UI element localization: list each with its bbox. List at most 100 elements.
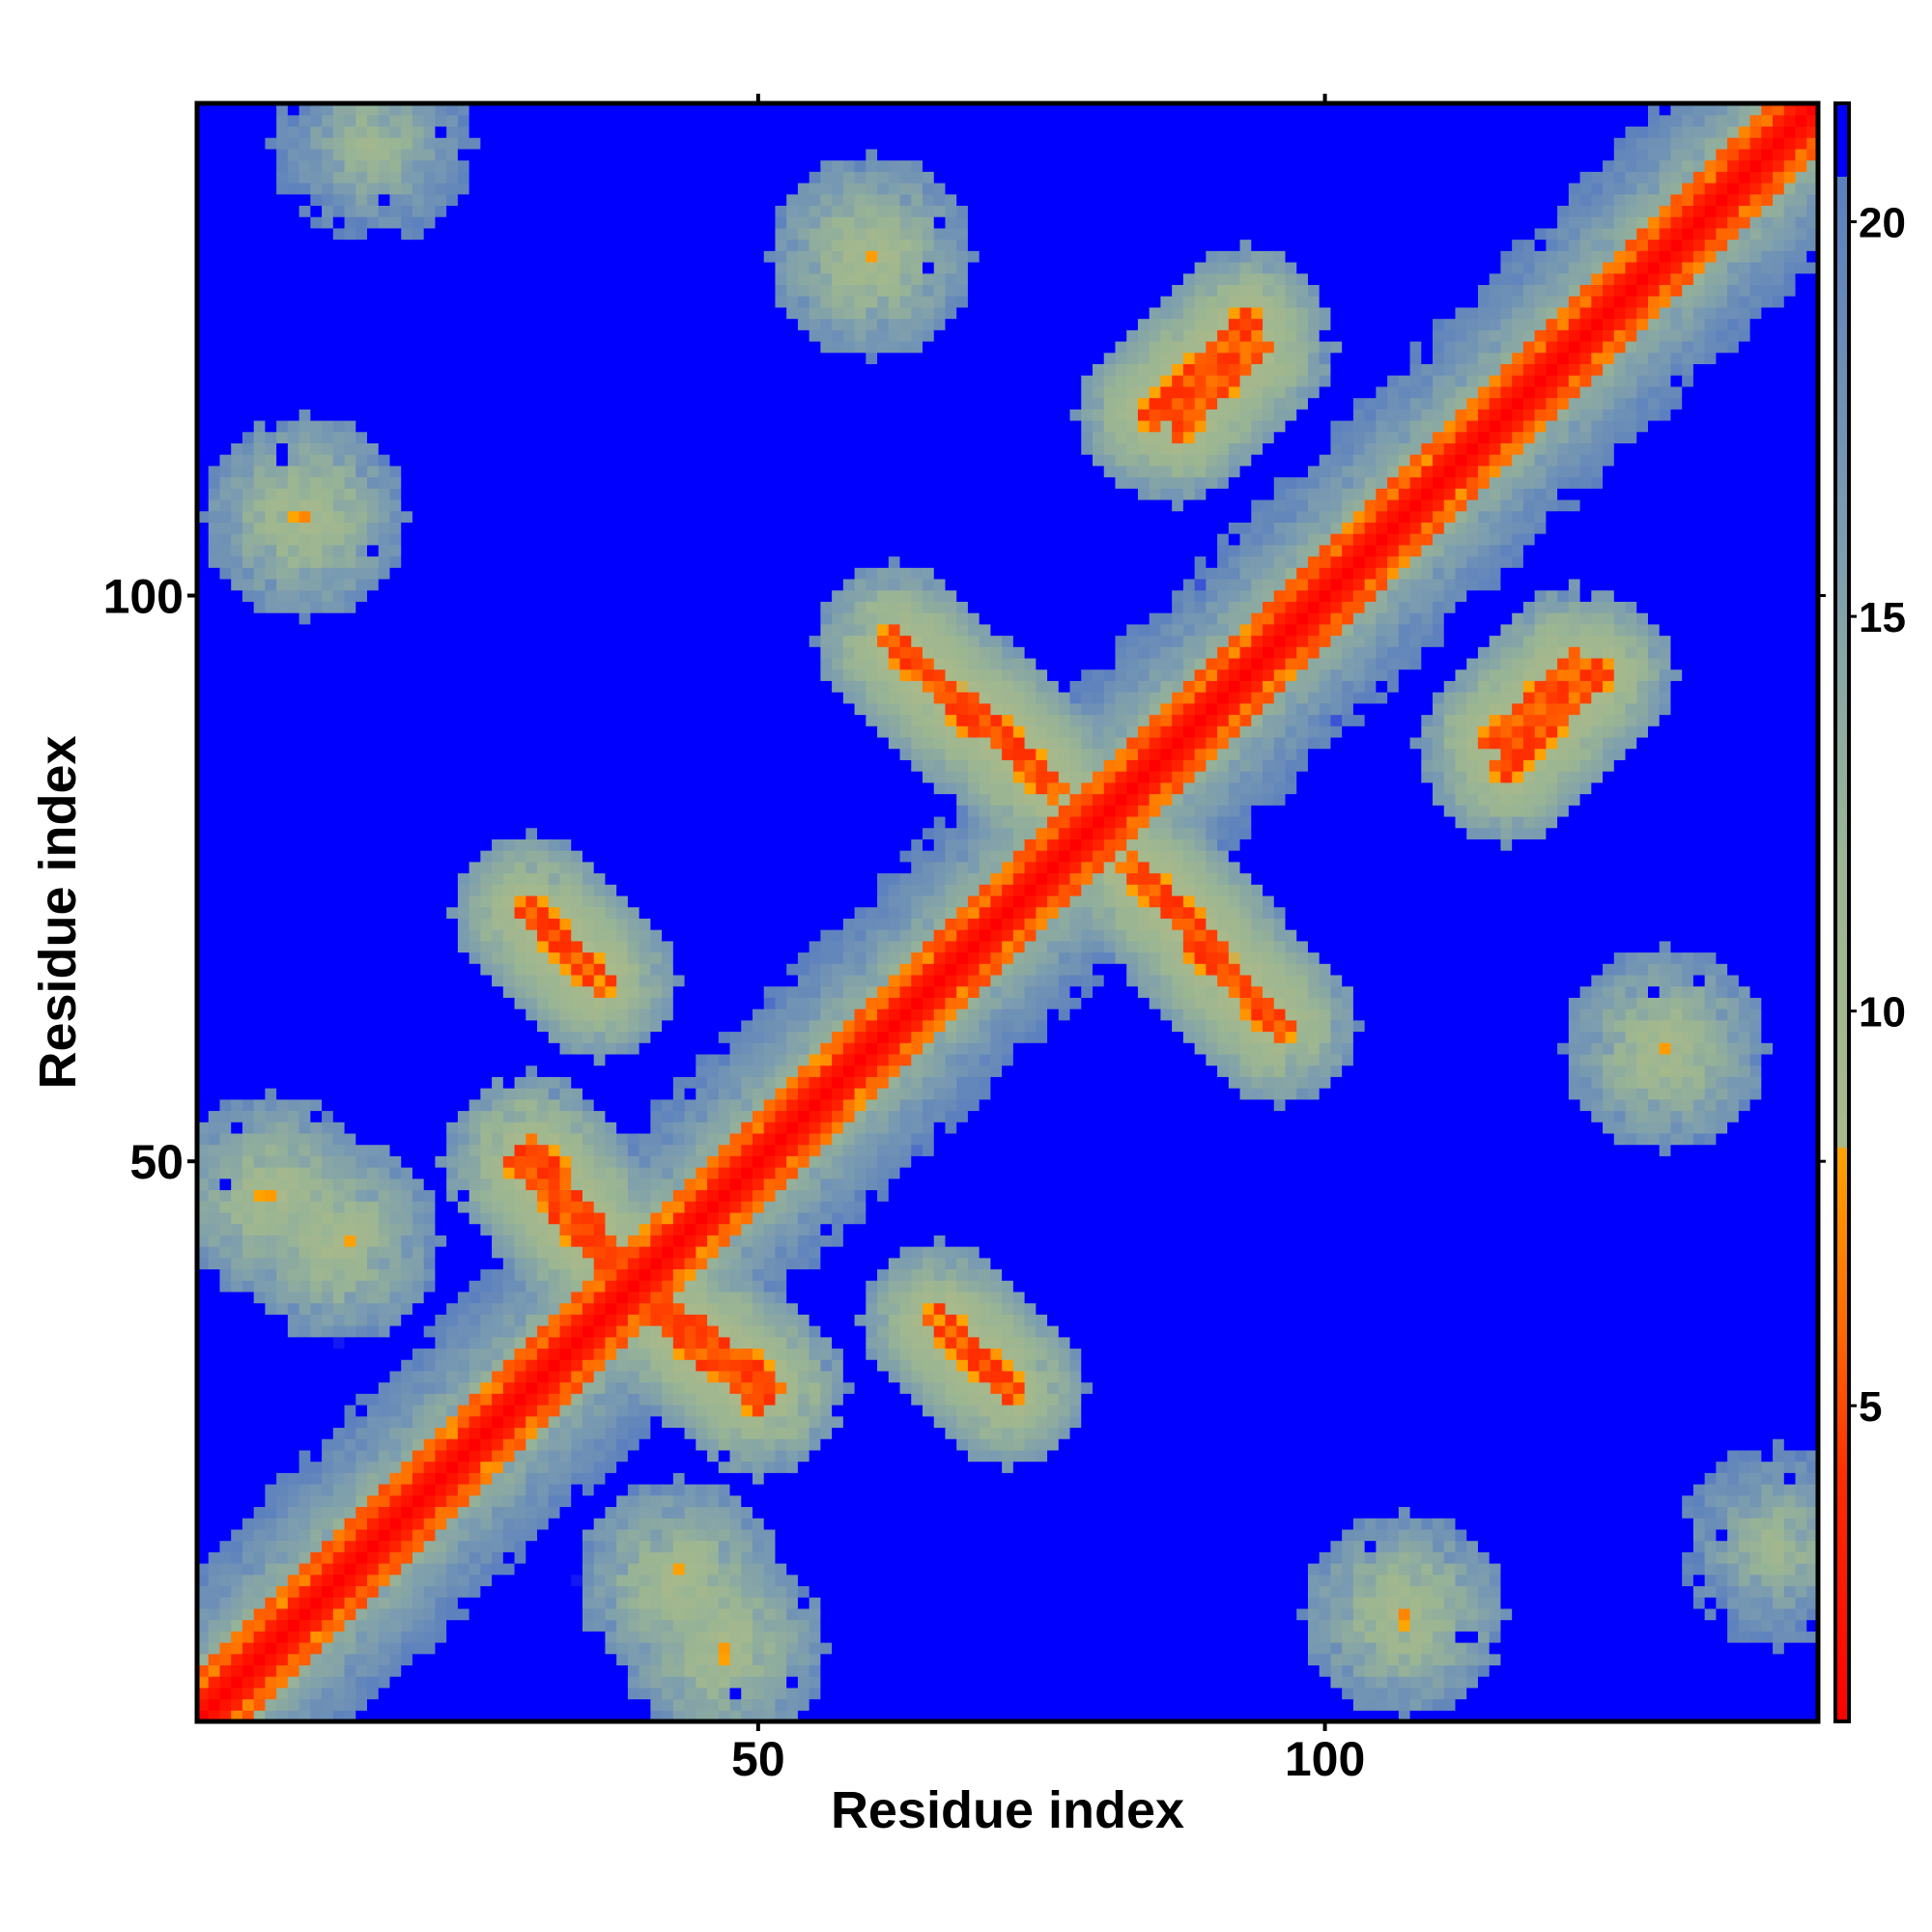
heatmap-cell [537,250,549,262]
heatmap-cell [254,1541,266,1552]
heatmap-cell [355,1620,367,1632]
heatmap-cell [209,1393,220,1405]
heatmap-cell [310,1235,322,1246]
heatmap-cell [560,601,572,612]
heatmap-cell [582,579,594,590]
heatmap-cell [288,636,299,647]
heatmap-cell [345,205,356,216]
heatmap-cell [503,511,515,523]
heatmap-cell [209,556,220,568]
heatmap-cell [209,1597,220,1608]
heatmap-cell [549,703,560,715]
heatmap-cell [480,669,492,681]
heatmap-cell [254,1258,266,1269]
heatmap-cell [276,1088,288,1099]
heatmap-cell [560,386,572,398]
heatmap-cell [582,1076,594,1088]
heatmap-cell [549,850,560,862]
heatmap-cell [288,749,299,760]
heatmap-cell [379,420,390,432]
heatmap-cell [254,442,266,454]
heatmap-cell [219,409,231,420]
heatmap-cell [333,1076,345,1088]
heatmap-cell [265,1076,276,1088]
heatmap-cell [549,1065,560,1077]
heatmap-cell [582,1122,594,1133]
heatmap-cell [480,1009,492,1020]
heatmap-cell [526,1179,537,1190]
heatmap-cell [389,1438,401,1450]
heatmap-cell [412,273,424,285]
heatmap-cell [560,488,572,499]
heatmap-cell [458,1110,469,1122]
heatmap-cell [549,1642,560,1654]
heatmap-cell [503,1031,515,1042]
heatmap-cell [424,658,436,669]
heatmap-cell [571,1620,582,1632]
heatmap-cell [254,1450,266,1462]
heatmap-cell [526,794,537,806]
heatmap-cell [560,1201,572,1212]
heatmap-cell [265,1359,276,1371]
heatmap-cell [515,782,526,794]
heatmap-cell [446,1405,458,1416]
heatmap-cell [345,601,356,612]
heatmap-cell [412,499,424,511]
heatmap-cell [209,1167,220,1179]
heatmap-cell [549,1654,560,1665]
heatmap-cell [231,1099,242,1111]
heatmap-cell [333,1484,345,1495]
heatmap-cell [480,624,492,636]
heatmap-cell [333,522,345,533]
heatmap-cell [537,1348,549,1359]
heatmap-cell [265,499,276,511]
heatmap-cell [480,1348,492,1359]
heatmap-cell [389,1541,401,1552]
heatmap-cell [480,646,492,658]
heatmap-cell [209,250,220,262]
heatmap-cell [299,838,311,850]
heatmap-cell [231,567,242,579]
heatmap-cell [310,986,322,998]
heatmap-cell [515,545,526,556]
heatmap-cell [322,1031,333,1042]
heatmap-cell [379,794,390,806]
heatmap-cell [310,1608,322,1620]
heatmap-cell [401,442,412,454]
heatmap-cell [571,975,582,986]
heatmap-cell [389,1416,401,1428]
heatmap-cell [537,1042,549,1054]
heatmap-cell [424,1620,436,1632]
heatmap-cell [265,1122,276,1133]
heatmap-cell [458,1506,469,1518]
heatmap-cell [219,1065,231,1077]
heatmap-cell [503,1009,515,1020]
heatmap-cell [401,1020,412,1032]
heatmap-cell [333,1462,345,1473]
heatmap-cell [435,466,446,477]
heatmap-cell [288,1258,299,1269]
heatmap-cell [526,1551,537,1563]
heatmap-cell [209,1699,220,1711]
heatmap-cell [469,262,481,273]
heatmap-cell [424,273,436,285]
heatmap-cell [333,488,345,499]
heatmap-cell [367,556,379,568]
heatmap-cell [355,1167,367,1179]
heatmap-cell [412,1699,424,1711]
heatmap-cell [503,1529,515,1541]
heatmap-cell [345,850,356,862]
heatmap-cell [288,454,299,466]
heatmap-cell [537,137,549,149]
heatmap-cell [276,1179,288,1190]
heatmap-cell [503,386,515,398]
heatmap-cell [560,725,572,737]
heatmap-cell [526,963,537,975]
heatmap-cell [310,1065,322,1077]
heatmap-cell [355,703,367,715]
heatmap-cell [480,533,492,545]
heatmap-cell [503,1235,515,1246]
heatmap-cell [469,171,481,183]
heatmap-cell [412,1382,424,1394]
heatmap-cell [401,749,412,760]
